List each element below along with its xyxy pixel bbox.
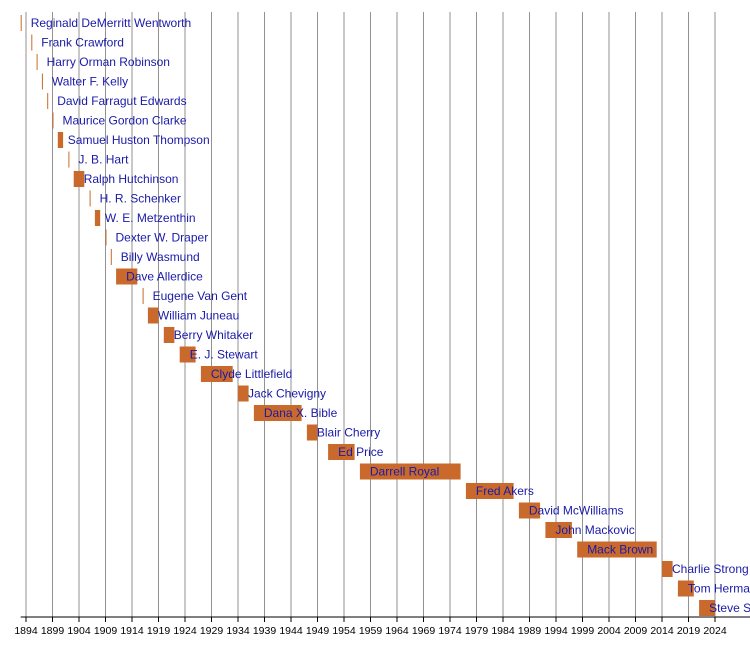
- x-tick-label: 1894: [14, 625, 38, 637]
- x-tick-label: 1909: [94, 625, 118, 637]
- tenure-bar: [677, 580, 694, 597]
- tenure-bar: [662, 561, 673, 577]
- tenure-bar: [545, 522, 572, 538]
- coach-name: Ed Price: [338, 445, 384, 459]
- tenure-bar: [41, 73, 43, 90]
- x-tick-label: 1934: [226, 625, 250, 637]
- coach-name: Billy Wasmund: [121, 250, 200, 264]
- tenure-bar: [328, 444, 355, 460]
- tenure-bar: [699, 600, 715, 616]
- x-tick-label: 2014: [650, 625, 674, 637]
- coach-name: Dana X. Bible: [264, 406, 338, 420]
- coach-name: W. E. Metzenthin: [105, 211, 196, 225]
- tenure-bar: [57, 132, 64, 148]
- tenure-bar: [110, 249, 112, 265]
- tenure-bar: [359, 463, 461, 480]
- x-tick-label: 1914: [120, 625, 144, 637]
- x-tick-label: 2024: [703, 625, 727, 637]
- tenure-bar: [105, 229, 107, 246]
- coach-name: E. J. Stewart: [190, 348, 259, 362]
- tenure-bar: [52, 112, 54, 129]
- tenure-bar: [253, 405, 302, 421]
- x-tick-label: 1959: [359, 625, 383, 637]
- tenure-bar: [577, 541, 657, 558]
- x-tick-label: 1924: [173, 625, 197, 637]
- x-tick-label: 1949: [306, 625, 330, 637]
- tenure-bar: [89, 190, 91, 207]
- coach-name: Blair Cherry: [317, 426, 380, 440]
- x-tick-label: 2004: [597, 625, 621, 637]
- x-tick-label: 1939: [253, 625, 277, 637]
- coach-name: Steve Sarkisian: [709, 601, 750, 615]
- x-tick-label: 1954: [332, 625, 356, 637]
- x-tick-label: 1919: [147, 625, 171, 637]
- coach-name: H. R. Schenker: [100, 192, 181, 206]
- tenure-bar: [465, 483, 514, 499]
- tenure-bar: [238, 385, 249, 402]
- coach-name: David McWilliams: [529, 504, 624, 518]
- tenure-bar: [306, 424, 318, 441]
- coach-name: Clyde Littlefield: [211, 367, 292, 381]
- coach-name: William Juneau: [158, 309, 239, 323]
- coach-name: Samuel Huston Thompson: [68, 133, 210, 147]
- tenure-bar: [94, 210, 101, 226]
- x-tick-label: 1899: [41, 625, 65, 637]
- coach-name: Harry Orman Robinson: [47, 55, 170, 69]
- x-tick-label: 1974: [438, 625, 462, 637]
- coach-name: Jack Chevigny: [248, 387, 326, 401]
- x-tick-label: 1904: [67, 625, 91, 637]
- tenure-bar: [179, 346, 196, 363]
- tenure-bar: [31, 34, 33, 51]
- x-tick-label: 1929: [200, 625, 224, 637]
- x-tick-label: 1969: [412, 625, 436, 637]
- x-tick-label: 1979: [465, 625, 489, 637]
- coach-name: Tom Herman: [688, 582, 750, 596]
- tenure-bar: [20, 15, 22, 31]
- tenure-bar: [68, 151, 70, 168]
- x-tick-label: 1964: [385, 625, 409, 637]
- x-tick-label: 2019: [677, 625, 701, 637]
- coach-name: Eugene Van Gent: [153, 289, 248, 303]
- x-tick-label: 1999: [571, 625, 595, 637]
- coach-name: J. B. Hart: [78, 153, 129, 167]
- coach-name: Dexter W. Draper: [116, 231, 209, 245]
- coach-name: Dave Allerdice: [126, 270, 203, 284]
- tenure-bar: [36, 54, 38, 70]
- coach-name: Berry Whitaker: [174, 328, 253, 342]
- coach-name: Frank Crawford: [41, 36, 124, 50]
- tenure-bar: [163, 327, 175, 343]
- x-tick-label: 2009: [624, 625, 648, 637]
- coach-name: Fred Akers: [476, 484, 534, 498]
- coach-name: Reginald DeMerritt Wentworth: [31, 16, 192, 30]
- tenure-bar: [73, 171, 85, 187]
- coach-name: Walter F. Kelly: [52, 75, 128, 89]
- coach-name: Ralph Hutchinson: [84, 172, 179, 186]
- tenure-bar: [200, 366, 233, 382]
- coach-name: David Farragut Edwards: [57, 94, 186, 108]
- x-tick-label: 1944: [279, 625, 303, 637]
- coach-name: Mack Brown: [587, 543, 653, 557]
- coach-name: Maurice Gordon Clarke: [63, 114, 187, 128]
- x-tick-label: 1994: [544, 625, 568, 637]
- tenure-bar: [142, 288, 144, 304]
- x-tick-label: 1984: [491, 625, 515, 637]
- tenure-bar: [47, 93, 49, 109]
- coach-name: Darrell Royal: [370, 465, 439, 479]
- tenure-bar: [518, 502, 541, 519]
- x-tick-label: 1989: [518, 625, 542, 637]
- tenure-bar: [116, 268, 138, 285]
- coach-name: John Mackovic: [555, 523, 634, 537]
- tenure-bar: [147, 307, 159, 324]
- coach-name: Charlie Strong: [672, 562, 749, 576]
